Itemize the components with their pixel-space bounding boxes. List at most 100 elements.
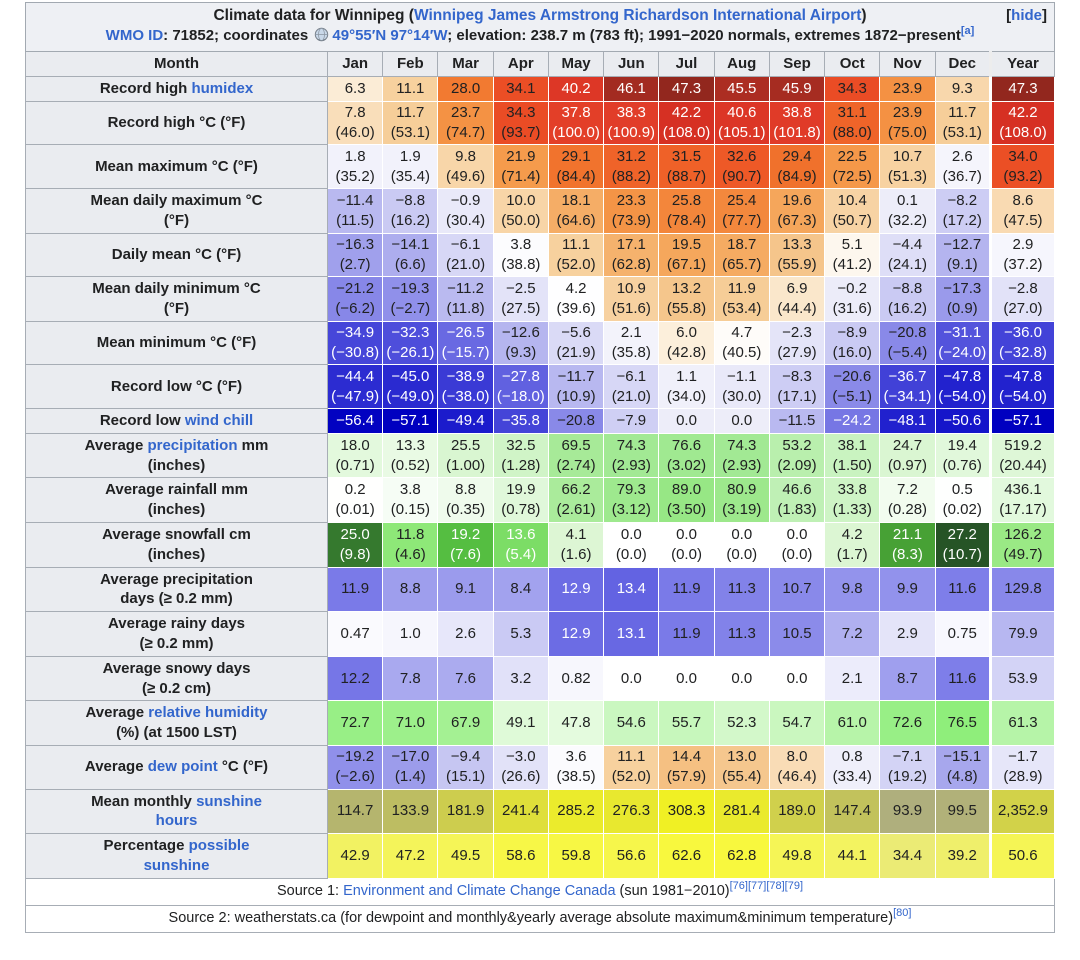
month-header-dec: Dec [934, 51, 991, 78]
row-label-avg-precipitation: Average precipitation mm (inches) [25, 432, 328, 479]
value-cell: −1.7 (28.9) [988, 744, 1056, 790]
value-cell: 12.9 [547, 611, 605, 657]
value-cell: 11.6 [934, 655, 991, 702]
row-record-low-wind-chill: Record low wind chill −56.4 −57.1 −49.4 −35.… [25, 408, 1056, 434]
value-cell: 23.7 (74.7) [437, 100, 494, 146]
value-cell: 0.0 [713, 408, 770, 434]
value-cell: 147.4 [824, 788, 881, 835]
superscript-ref[interactable]: [a] [961, 25, 974, 37]
row-record-high-humidex: Record high humidex 6.3 11.1 28.0 34.1 40.2 46… [25, 76, 1056, 102]
ref-link[interactable]: [76] [729, 880, 748, 893]
value-cell: −48.1 [879, 408, 936, 434]
ref-link[interactable]: [77] [747, 880, 767, 893]
title-row: Climate data for Winnipeg (Winnipeg Jame… [25, 1, 1055, 53]
month-header-nov: Nov [879, 51, 936, 78]
value-cell: 31.5 (88.7) [658, 144, 715, 190]
value-cell: 276.3 [603, 788, 660, 835]
value-cell: 32.6 (90.7) [713, 144, 770, 190]
value-cell: −12.7 (9.1) [934, 232, 991, 278]
value-cell: −20.8 [547, 408, 605, 434]
row-label-mean-daily-minimum: Mean daily minimum °C (°F) [25, 276, 328, 322]
value-cell: −8.9 (16.0) [824, 320, 881, 366]
value-cell: 34.3 [824, 76, 881, 102]
value-cell: 49.8 [768, 833, 826, 879]
value-cell: 14.4 (57.9) [658, 744, 715, 790]
source-2: Source 2: weatherstats.ca (for dewpoint … [25, 904, 1055, 933]
hide-button[interactable]: [hide] [1006, 6, 1047, 26]
value-cell: 25.8 (78.4) [658, 188, 715, 234]
text-part: Percentage [103, 837, 189, 855]
value-cell: 93.9 [879, 788, 936, 835]
value-cell: 2,352.9 [988, 788, 1056, 835]
source-2-row: Source 2: weatherstats.ca (for dewpoint … [25, 904, 1055, 933]
value-cell: 42.2 (108.0) [988, 100, 1056, 146]
wiki-link[interactable]: 49°55′N 97°14′W [332, 27, 448, 45]
month-header-oct: Oct [824, 51, 881, 78]
value-cell: 29.4 (84.9) [768, 144, 826, 190]
value-cell: 2.6 (36.7) [934, 144, 991, 190]
value-cell: 13.2 (55.8) [658, 276, 715, 322]
value-cell: 54.7 [768, 700, 826, 746]
value-cell: 74.3 (2.93) [713, 432, 770, 479]
ref-link[interactable]: [79] [784, 880, 804, 893]
wiki-link[interactable]: Winnipeg James Armstrong Richardson Inte… [413, 7, 862, 24]
month-header-may: May [547, 51, 605, 78]
row-label-record-low-wind-chill: Record low wind chill [25, 408, 328, 434]
ref-link[interactable]: [a] [960, 25, 975, 38]
value-cell: 37.8 (100.0) [547, 100, 605, 146]
ref-link[interactable]: [78] [766, 880, 785, 893]
value-cell: 8.7 [879, 655, 936, 702]
wiki-link[interactable]: dew point [147, 758, 218, 776]
text-part: (°F) [163, 211, 190, 229]
value-cell: 29.1 (84.4) [547, 144, 605, 190]
value-cell: 11.1 (52.0) [547, 232, 605, 278]
value-cell: 0.82 [547, 655, 605, 702]
wiki-link[interactable]: sunshine [196, 792, 262, 810]
value-cell: 0.1 (32.2) [879, 188, 936, 234]
superscript-ref[interactable]: [78] [766, 880, 784, 892]
value-cell: 3.8 (38.8) [492, 232, 549, 278]
wiki-link[interactable]: relative humidity [148, 704, 268, 722]
wiki-link[interactable]: sunshine [143, 856, 210, 874]
value-cell: −19.3 (−2.7) [382, 276, 439, 322]
superscript-ref[interactable]: [76] [730, 880, 748, 892]
superscript-ref[interactable]: [79] [785, 880, 803, 892]
wiki-link[interactable]: humidex [191, 80, 254, 98]
ref-link[interactable]: [80] [893, 907, 912, 920]
value-cell: 8.8 [382, 566, 439, 613]
wiki-link[interactable]: precipitation [147, 436, 238, 454]
value-cell: 13.1 [603, 611, 660, 657]
text-part: ] [1042, 7, 1047, 24]
value-cell: 47.3 [658, 76, 715, 102]
value-cell: 52.3 [713, 700, 770, 746]
text-part: (inches) [147, 545, 206, 563]
value-cell: 23.3 (73.9) [603, 188, 660, 234]
value-cell: 46.6 (1.83) [768, 477, 826, 523]
value-cell: 79.9 [988, 611, 1056, 657]
climate-table: Climate data for Winnipeg (Winnipeg Jame… [25, 1, 1056, 933]
wiki-link[interactable]: Environment and Climate Change Canada [343, 883, 616, 900]
value-cell: 0.0 [768, 655, 826, 702]
superscript-ref[interactable]: [77] [748, 880, 766, 892]
row-avg-rainy-days: Average rainy days (≥ 0.2 mm) 0.47 1.0 2.6 5.… [25, 611, 1056, 657]
value-cell: 0.0 (0.0) [768, 521, 826, 568]
month-header-apr: Apr [492, 51, 549, 78]
wiki-link[interactable]: possible [188, 837, 250, 855]
text-part: Mean minimum °C (°F) [96, 334, 257, 352]
value-cell: 519.2 (20.44) [988, 432, 1056, 479]
value-cell: 34.0 (93.2) [988, 144, 1056, 190]
superscript-ref[interactable]: [80] [893, 908, 911, 920]
value-cell: −17.3 (0.9) [934, 276, 991, 322]
value-cell: 10.7 [768, 566, 826, 613]
wiki-link[interactable]: hide [1011, 7, 1042, 24]
text-part: ; elevation: 238.7 m (783 ft); 1991−2020… [447, 27, 961, 45]
value-cell: 11.1 [382, 76, 439, 102]
text-part: (≥ 0.2 mm) [139, 634, 214, 652]
wiki-link[interactable]: WMO ID [105, 27, 164, 45]
value-cell: 7.6 [437, 655, 494, 702]
row-avg-precipitation: Average precipitation mm (inches) 18.0 (0.7… [25, 432, 1056, 479]
value-cell: −8.8 (16.2) [879, 276, 936, 322]
value-cell: 76.6 (3.02) [658, 432, 715, 479]
wiki-link[interactable]: hours [155, 812, 198, 830]
wiki-link[interactable]: wind chill [184, 412, 254, 429]
